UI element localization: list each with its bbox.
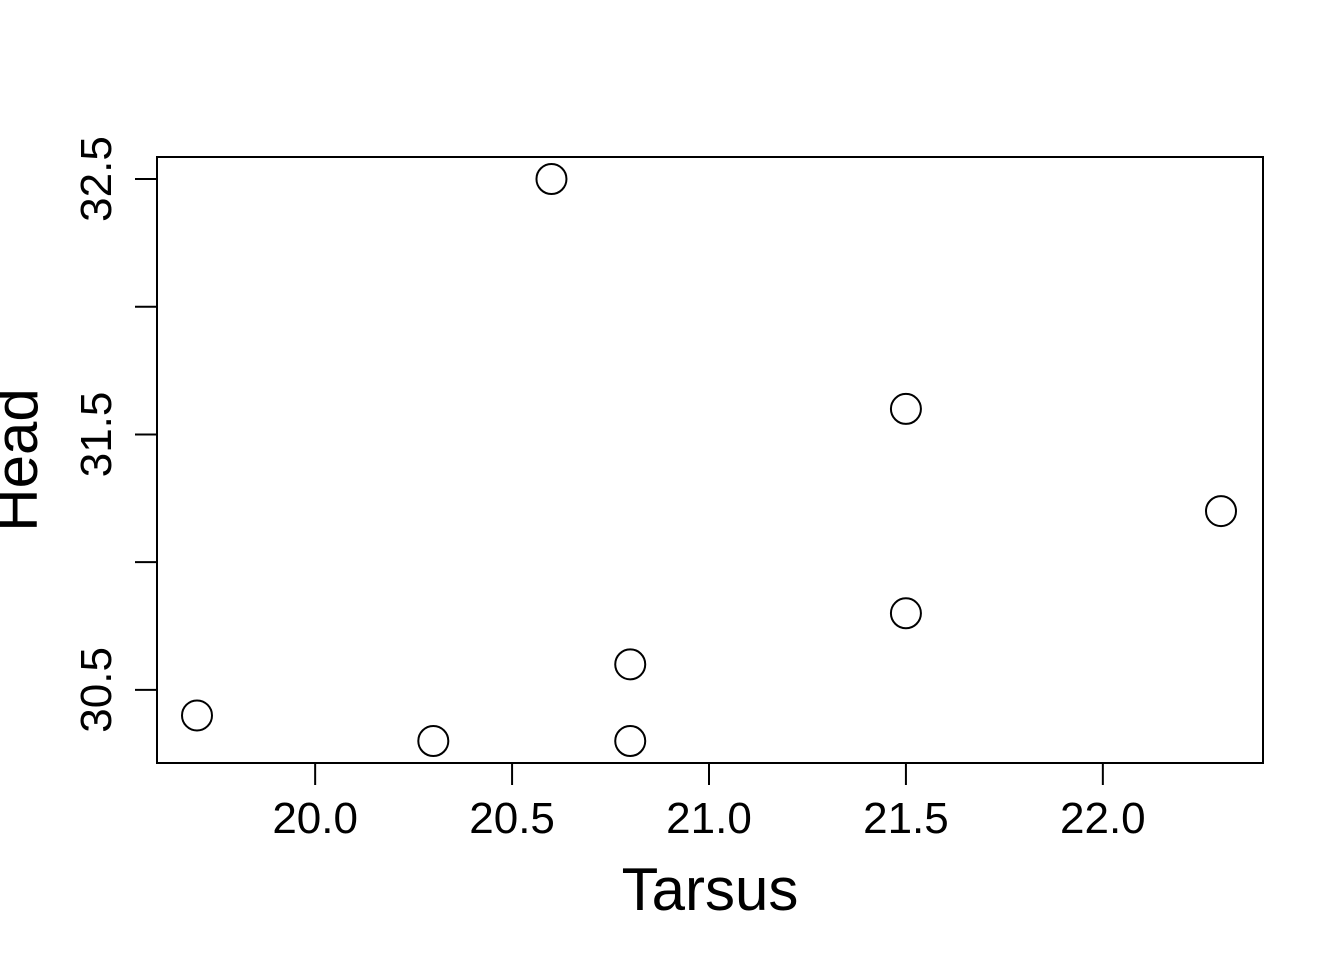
data-point bbox=[614, 725, 647, 757]
plot-area-frame bbox=[156, 156, 1264, 764]
data-point bbox=[535, 163, 568, 195]
x-axis: 20.0 20.5 21.0 21.5 22.0 bbox=[272, 763, 1146, 843]
data-point bbox=[889, 392, 922, 425]
y-tick-label: 30.5 bbox=[72, 647, 121, 733]
data-point bbox=[889, 597, 922, 630]
x-tick-label: 22.0 bbox=[1060, 794, 1146, 843]
data-point bbox=[1205, 495, 1237, 528]
y-axis-title: Head bbox=[0, 388, 50, 531]
x-tick-label: 20.5 bbox=[469, 794, 555, 843]
x-tick-label: 21.5 bbox=[863, 794, 949, 843]
x-tick-label: 20.0 bbox=[272, 794, 358, 843]
y-tick-label: 31.5 bbox=[72, 392, 121, 478]
data-points bbox=[181, 163, 1237, 757]
y-axis: 30.5 31.5 32.5 bbox=[72, 136, 157, 733]
y-tick-label: 32.5 bbox=[72, 136, 121, 222]
data-point bbox=[614, 648, 647, 681]
data-point bbox=[181, 699, 213, 732]
data-point bbox=[417, 725, 450, 757]
x-axis-title: Tarsus bbox=[622, 856, 799, 923]
x-tick-label: 21.0 bbox=[666, 794, 752, 843]
